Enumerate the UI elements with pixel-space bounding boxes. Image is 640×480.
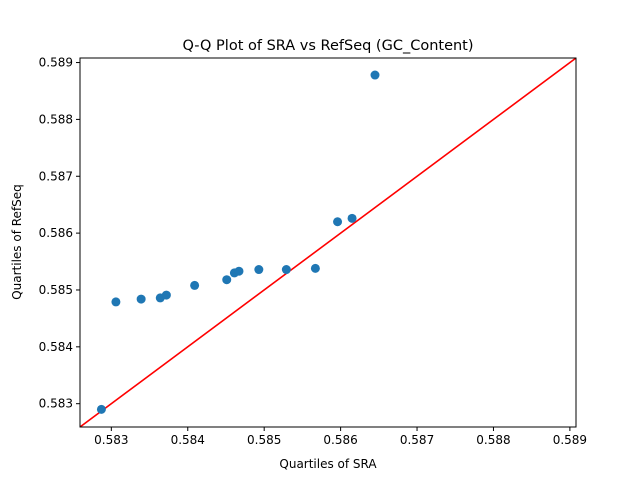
- data-point: [254, 265, 264, 275]
- y-tick-label: 0.586: [39, 226, 73, 240]
- y-tick-label: 0.583: [39, 397, 73, 411]
- x-tick-label: 0.588: [476, 433, 510, 447]
- y-tick-label: 0.588: [39, 112, 73, 126]
- scatter-points: [96, 70, 380, 414]
- data-point: [96, 404, 106, 414]
- y-tick-label: 0.587: [39, 169, 73, 183]
- data-point: [234, 266, 244, 276]
- data-point: [347, 213, 357, 223]
- x-tick-label: 0.586: [323, 433, 357, 447]
- y-tick-label: 0.589: [39, 56, 73, 70]
- y-tick-label: 0.585: [39, 283, 73, 297]
- data-point: [111, 297, 121, 307]
- x-tick-label: 0.589: [553, 433, 587, 447]
- data-point: [136, 294, 146, 304]
- data-point: [190, 280, 200, 290]
- data-point: [370, 70, 380, 80]
- x-tick-label: 0.584: [171, 433, 205, 447]
- x-tick-label: 0.585: [247, 433, 281, 447]
- x-axis-label: Quartiles of SRA: [279, 457, 377, 471]
- data-point: [281, 265, 291, 275]
- y-axis-label: Quartiles of RefSeq: [10, 184, 24, 300]
- reference-line: [80, 58, 576, 427]
- chart-title: Q-Q Plot of SRA vs RefSeq (GC_Content): [182, 38, 473, 54]
- x-tick-label: 0.587: [400, 433, 434, 447]
- axis-ticks: 0.583 0.584 0.585 0.586 0.587 0.588 0.589 0.583…: [39, 56, 587, 447]
- plot-frame: [79, 57, 577, 428]
- data-point: [222, 275, 232, 285]
- reference-line-layer: [80, 58, 576, 427]
- data-point: [333, 217, 343, 227]
- data-point: [310, 263, 320, 273]
- x-tick-label: 0.583: [94, 433, 128, 447]
- data-point: [161, 290, 171, 300]
- y-tick-label: 0.584: [39, 340, 73, 354]
